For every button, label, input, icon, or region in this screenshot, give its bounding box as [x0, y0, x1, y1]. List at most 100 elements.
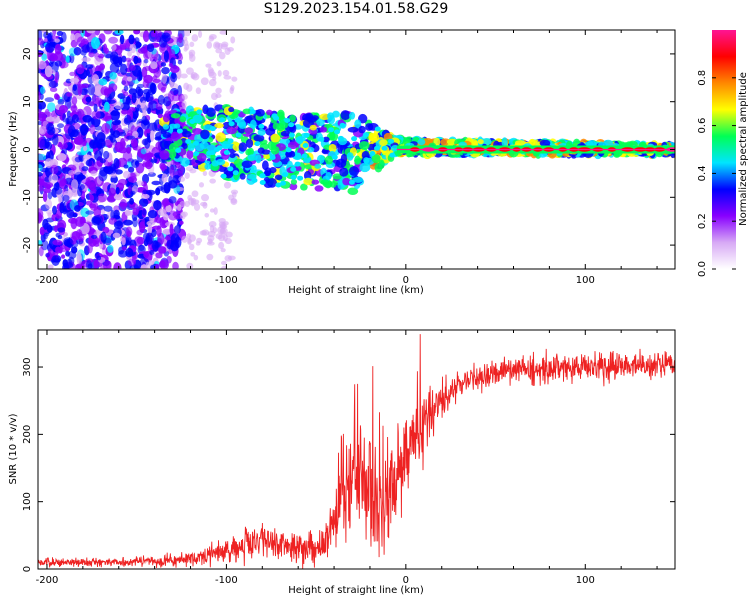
spectrogram-cell — [157, 94, 165, 105]
spectrogram-cell — [155, 263, 160, 269]
spectrogram-cell — [228, 106, 235, 113]
spectrogram-cell — [39, 86, 46, 95]
spectrogram-cell — [181, 100, 187, 108]
spectrogram-cell — [161, 66, 170, 75]
spectrogram-cell — [89, 124, 96, 135]
spectrogram-cell — [57, 227, 66, 233]
spectrogram-cell — [128, 34, 135, 45]
spectrogram-cell — [368, 132, 375, 142]
spectrogram-cell — [52, 133, 59, 146]
spectrogram-cell — [142, 189, 149, 195]
spectrogram-bright-cell — [209, 150, 216, 156]
spectrogram-cell — [218, 51, 226, 60]
spectrogram-cell — [131, 107, 136, 112]
spectrogram-cell — [300, 183, 308, 191]
spectrogram-cell — [206, 253, 214, 261]
spectrogram-cell — [85, 69, 90, 76]
spectrogram-cell — [102, 226, 110, 234]
spectrogram-cell — [179, 201, 186, 208]
spectrogram-cell — [202, 104, 209, 115]
spectrogram-cell — [349, 111, 356, 120]
spectrogram-cell — [121, 237, 126, 246]
spectrogram-cell — [59, 202, 65, 214]
spectrogram-cell — [371, 154, 381, 164]
spectrogram-cell — [183, 30, 191, 37]
spectrogram-cell — [211, 92, 218, 101]
spectrogram-cell — [157, 114, 164, 119]
spectrogram-cell — [94, 150, 103, 161]
spectrogram-cell — [289, 114, 296, 123]
spectrogram-cell — [501, 137, 508, 147]
spectrogram-cell — [328, 143, 337, 153]
spectrogram-cell — [99, 158, 106, 164]
spectrogram-x-axis: -200 -100 0 100 — [36, 30, 658, 286]
spectrogram-cell — [58, 105, 69, 114]
spectrogram-cell — [215, 233, 223, 240]
spectrogram-cell — [139, 198, 149, 207]
spectrogram-cell — [215, 87, 222, 94]
spectrogram-cell — [324, 155, 334, 165]
spectrogram-cell — [359, 162, 371, 173]
spectrogram-bright-cell — [284, 118, 291, 124]
spectrogram-cell — [149, 130, 155, 142]
spectrogram-cell — [113, 192, 123, 201]
spectrogram-bright-cell — [334, 129, 341, 135]
spectrogram-bright-cell — [280, 180, 287, 186]
spectrogram-cell — [134, 37, 140, 44]
spectrogram-cell — [69, 77, 80, 83]
spectrogram-cell — [154, 241, 162, 248]
spectrogram-cell — [192, 127, 203, 135]
spectrogram-cell — [39, 128, 45, 134]
spectrogram-cell — [126, 181, 134, 189]
spectrogram-cell — [207, 144, 216, 153]
spectrogram-cell — [94, 30, 101, 36]
spectrogram-cell — [227, 47, 234, 52]
spectrogram-cell — [255, 109, 265, 117]
spectrogram-cell — [173, 225, 181, 234]
spectrogram-cell — [187, 194, 193, 201]
spectrogram-cell — [85, 64, 94, 69]
spectrogram-cell — [43, 187, 51, 194]
spectrogram-cell — [201, 229, 210, 236]
spectrogram-bright-cell — [301, 153, 308, 159]
spectrogram-bright-cell — [294, 161, 301, 167]
spectrogram-cell — [103, 30, 113, 35]
spectrogram-cell — [158, 37, 168, 48]
spectrogram-cell — [88, 51, 95, 58]
spectrogram-cell — [77, 186, 83, 197]
spectrogram-cell — [141, 100, 147, 113]
spectrogram-cell — [109, 133, 116, 143]
spectrogram-y-tick-label: -10 — [22, 189, 33, 205]
colorbar-tick-label: 0.8 — [697, 70, 708, 86]
spectrogram-cell — [48, 173, 59, 184]
spectrogram-cell — [193, 254, 199, 261]
spectrogram-cell — [196, 152, 207, 162]
spectrogram-cell — [239, 173, 246, 180]
spectrogram-bright-cell — [295, 152, 302, 158]
spectrogram-cell — [89, 194, 94, 202]
spectrogram-cell — [146, 43, 155, 53]
spectrogram-cell — [178, 176, 186, 182]
spectrogram-cell — [206, 41, 213, 49]
spectrogram-cell — [242, 108, 252, 115]
spectrogram-bright-cell — [297, 175, 304, 181]
spectrogram-cell — [44, 158, 54, 168]
spectrogram-y-tick-label: 10 — [22, 95, 33, 108]
spectrogram-cell — [263, 170, 271, 177]
spectrogram-cell — [137, 88, 144, 97]
spectrogram-cell — [90, 37, 101, 50]
spectrogram-cell — [130, 138, 138, 148]
spectrogram-cell — [98, 53, 105, 59]
spectrogram-cell — [211, 160, 219, 167]
colorbar-tick-label: 0.4 — [697, 165, 708, 181]
spectrogram-cell — [204, 163, 211, 170]
spectrogram-cell — [106, 195, 116, 203]
spectrogram-cell — [195, 87, 202, 95]
spectrogram-cell — [223, 181, 231, 189]
spectrogram-cell — [218, 218, 226, 224]
spectrogram-cell — [184, 200, 190, 208]
spectrogram-cell — [47, 102, 56, 112]
figure-title: S129.2023.154.01.58.G29 — [263, 1, 449, 17]
spectrogram-cell — [68, 169, 75, 176]
spectrogram-cell — [145, 93, 154, 102]
